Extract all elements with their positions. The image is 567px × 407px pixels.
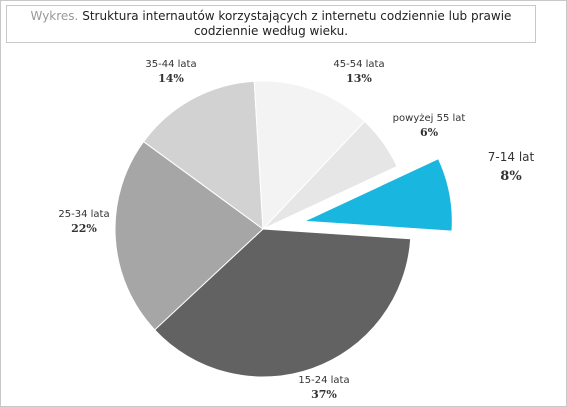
slice-value-label: 8% [500,169,522,184]
pie-slice [142,80,264,231]
slice-value-label: 13% [346,72,372,85]
pie-slice [262,120,398,230]
slice-label: 35-44 lata [145,59,196,70]
slice-value-label: 37% [311,388,337,401]
pie-slice [253,80,366,231]
title-prefix: Wykres. [30,9,79,23]
slice-value-label: 22% [71,222,97,235]
slice-value-label: 6% [420,126,439,139]
slice-value-label: 14% [158,72,184,85]
pie-slice [154,228,412,378]
slice-label: 25-34 lata [58,209,109,220]
pie-slice [114,140,264,331]
slice-label: 7-14 lat [488,150,535,164]
chart-title-box: Wykres. Struktura internautów korzystają… [6,5,536,43]
slice-label: 15-24 lata [298,375,349,386]
pie-slice [304,158,453,232]
slice-label: powyżej 55 lat [393,113,466,124]
chart-title: Struktura internautów korzystających z i… [82,9,512,38]
slice-label: 45-54 lata [333,59,384,70]
